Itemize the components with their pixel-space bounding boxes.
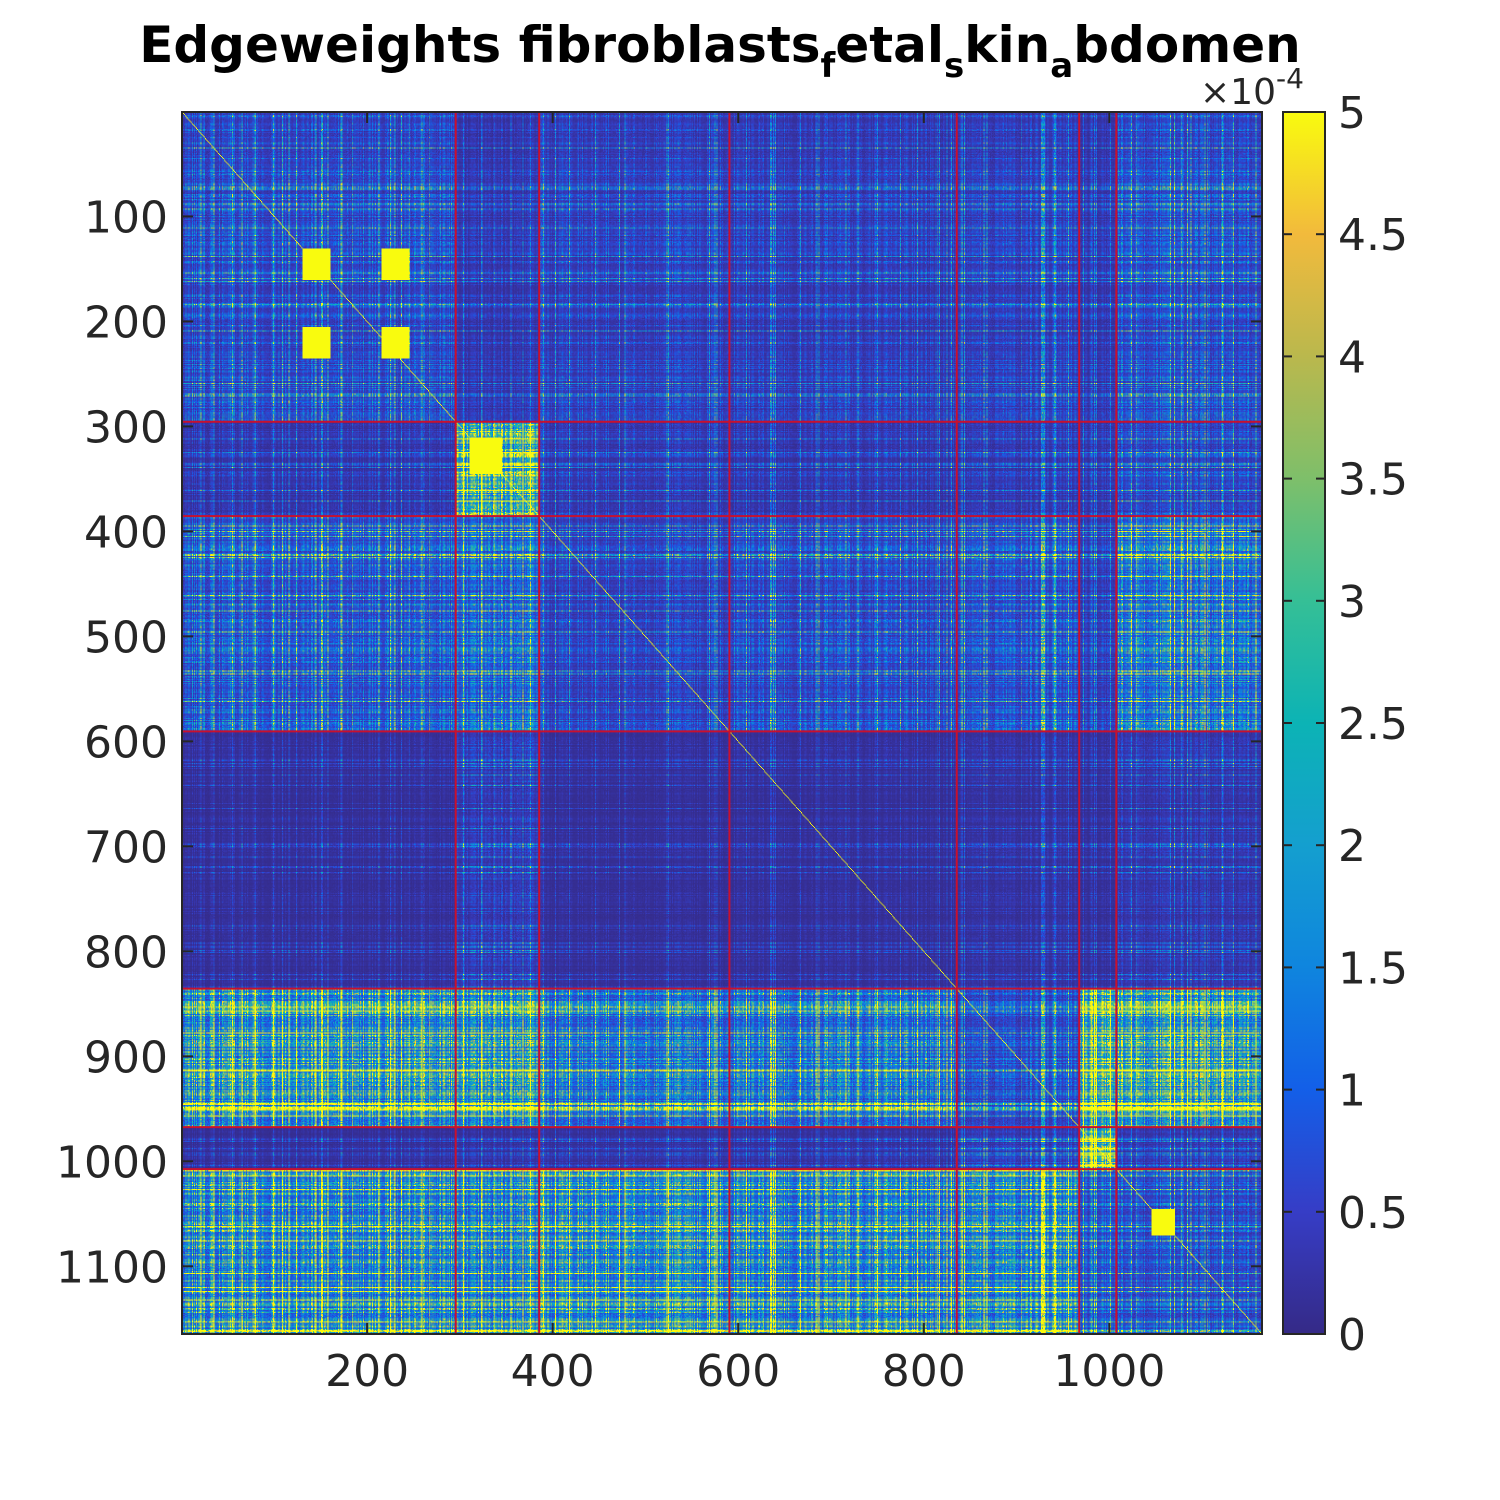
colorbar-ticks: 0 0.5 1 1.5 2 2.5 3 3.5 4 4.5 5	[1283, 88, 1408, 1361]
colorbar-exponent-power: -4	[1276, 62, 1304, 95]
y-tick-label: 100	[84, 192, 168, 243]
y-tick-label: 600	[84, 717, 168, 768]
colorbar-tick-label: 0.5	[1338, 1188, 1408, 1239]
title-segment-1: f	[821, 46, 837, 86]
y-tick-label: 300	[84, 402, 168, 453]
title-segment-4: kin	[964, 16, 1050, 74]
colorbar-tick-label: 4.5	[1338, 210, 1408, 261]
y-tick-label: 400	[84, 507, 168, 558]
colorbar-exponent-base: ×10	[1200, 72, 1276, 113]
chart-title: Edgeweights fibroblastsfetalskinabdomen	[139, 16, 1301, 86]
x-tick-label: 600	[696, 1346, 780, 1397]
colorbar-tick-label: 3.5	[1338, 455, 1408, 506]
x-tick-label: 400	[511, 1346, 595, 1397]
plot-area: 200 400 600 800 1000 100 200 300 400 500 600 700 80…	[56, 111, 1263, 1397]
plot-frame	[181, 111, 1263, 1335]
y-tick-label: 500	[84, 612, 168, 663]
y-tick-label: 700	[84, 822, 168, 873]
y-tick-label: 1100	[56, 1242, 168, 1293]
colorbar-tick-label: 0	[1338, 1310, 1366, 1361]
y-tick-label: 1000	[56, 1137, 168, 1188]
x-tick-label: 800	[882, 1346, 966, 1397]
y-tick-label: 200	[84, 297, 168, 348]
cluster-boundaries	[182, 112, 1262, 1334]
y-tick-label: 800	[84, 927, 168, 978]
y-axis: 100 200 300 400 500 600 700 800 900 1000 1100	[56, 192, 1262, 1293]
colorbar-tick-label: 4	[1338, 332, 1366, 383]
heatmap-image	[182, 112, 1262, 1334]
colorbar-tick-label: 1.5	[1338, 943, 1408, 994]
colorbar-tick-label: 3	[1338, 577, 1366, 628]
colorbar: 0 0.5 1 1.5 2 2.5 3 3.5 4 4.5 5 ×10-4	[1200, 62, 1408, 1362]
x-axis: 200 400 600 800 1000	[325, 112, 1165, 1397]
title-segment-0: Edgeweights fibroblasts	[139, 16, 820, 74]
colorbar-tick-label: 2.5	[1338, 699, 1408, 750]
x-tick-label: 1000	[1053, 1346, 1165, 1397]
title-segment-5: a	[1050, 46, 1073, 86]
colorbar-tick-label: 2	[1338, 821, 1366, 872]
title-segment-3: s	[944, 46, 964, 86]
x-tick-label: 200	[325, 1346, 409, 1397]
colorbar-exponent-label: ×10-4	[1200, 62, 1304, 114]
colorbar-tick-label: 5	[1338, 88, 1366, 139]
title-segment-6: bdomen	[1073, 16, 1301, 74]
colorbar-tick-label: 1	[1338, 1066, 1366, 1117]
y-tick-label: 900	[84, 1032, 168, 1083]
title-segment-2: etal	[835, 16, 944, 74]
